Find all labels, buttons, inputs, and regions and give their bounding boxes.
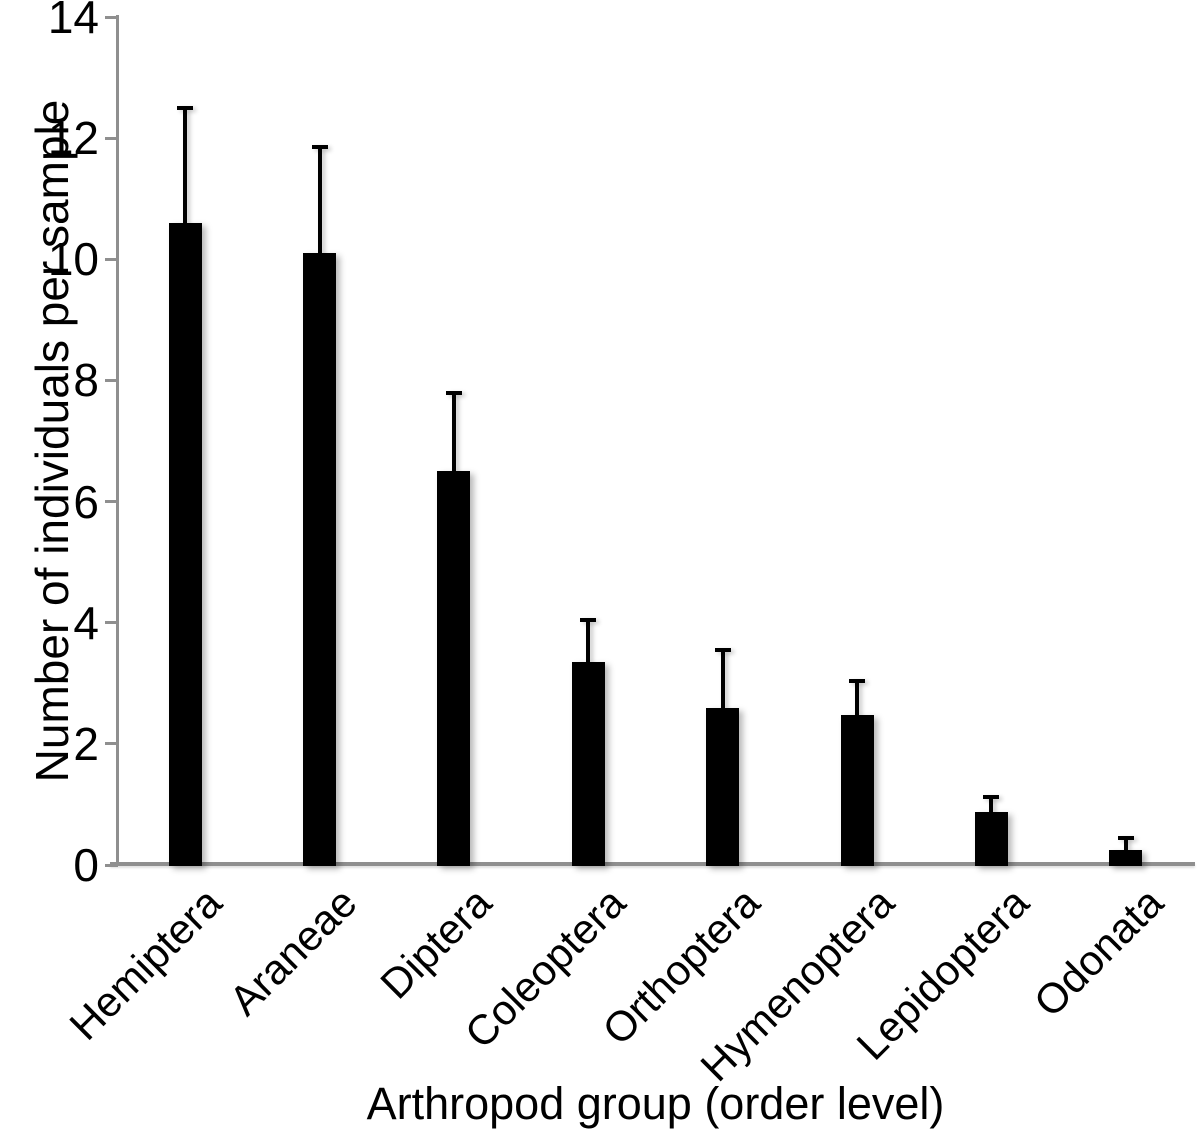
y-tick-mark — [105, 500, 118, 504]
error-bar-stem — [989, 796, 994, 812]
bar-araneae — [303, 253, 337, 866]
error-bar-cap — [445, 390, 462, 395]
bar-diptera — [437, 471, 471, 866]
error-bar-cap — [580, 617, 597, 622]
y-tick-mark — [105, 257, 118, 261]
error-bar-stem — [183, 107, 188, 223]
error-bar-stem — [586, 619, 591, 663]
bar-orthoptera — [706, 707, 740, 866]
y-tick-label: 12 — [47, 112, 99, 165]
error-bar-cap — [177, 105, 194, 110]
error-bar-stem — [855, 681, 860, 715]
y-axis-line — [116, 15, 119, 865]
error-bar-stem — [720, 649, 725, 708]
y-tick-mark — [105, 378, 118, 382]
y-tick-mark — [105, 15, 118, 19]
y-tick-label: 10 — [47, 233, 99, 286]
y-tick-mark — [105, 621, 118, 625]
x-category-label: Odonata — [1024, 878, 1172, 1026]
y-tick-mark — [105, 863, 118, 867]
x-category-label: Hemiptera — [60, 878, 232, 1049]
y-tick-label: 8 — [73, 354, 99, 407]
bar-lepidoptera — [974, 811, 1008, 866]
error-bar-cap — [1117, 835, 1134, 840]
y-tick-label: 6 — [73, 475, 99, 528]
error-bar-stem — [317, 147, 322, 254]
error-bar-stem — [1123, 837, 1128, 850]
error-bar-cap — [983, 794, 1000, 799]
y-tick-label: 14 — [47, 0, 99, 43]
error-bar-cap — [311, 145, 328, 150]
y-tick-label: 2 — [73, 717, 99, 770]
error-bar-stem — [451, 392, 456, 472]
y-tick-label: 0 — [73, 839, 99, 891]
bar-hemiptera — [168, 222, 202, 866]
x-axis-title: Arthropod group (order level) — [366, 1078, 945, 1129]
bar-hymenoptera — [840, 714, 874, 866]
y-axis-title: Number of individuals per sample — [26, 99, 78, 783]
error-bar-cap — [849, 679, 866, 684]
y-tick-label: 4 — [73, 596, 99, 649]
y-tick-mark — [105, 742, 118, 746]
y-tick-mark — [105, 136, 118, 140]
error-bar-cap — [714, 647, 731, 652]
x-category-label: Araneae — [219, 878, 366, 1025]
bar-odonata — [1109, 849, 1143, 866]
bar-coleoptera — [571, 662, 605, 866]
x-axis-line — [110, 862, 1195, 866]
x-category-label: Diptera — [370, 878, 500, 1008]
